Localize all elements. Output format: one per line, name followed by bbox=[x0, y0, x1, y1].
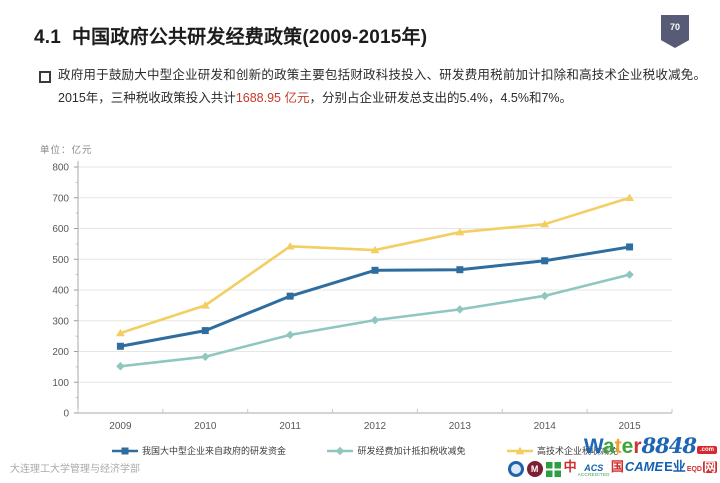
y-tick-label: 400 bbox=[52, 286, 69, 297]
data-point bbox=[370, 245, 380, 254]
watermark-overlay-part: EQD bbox=[686, 466, 702, 474]
data-point bbox=[625, 193, 635, 201]
data-point bbox=[541, 257, 549, 265]
y-tick-label: 100 bbox=[52, 378, 69, 389]
watermark-overlay-part: ACS ACCREDITED bbox=[578, 464, 610, 478]
y-tick-label: 300 bbox=[52, 316, 69, 327]
x-tick-label: 2013 bbox=[449, 421, 472, 432]
y-tick-label: 700 bbox=[52, 193, 69, 204]
page-number-badge: 70 bbox=[661, 15, 689, 48]
x-tick-label: 2012 bbox=[364, 421, 387, 432]
data-point bbox=[201, 352, 210, 361]
watermark-brand-letter: W bbox=[583, 435, 603, 458]
data-point bbox=[200, 301, 210, 309]
watermark-brand-letter: t bbox=[614, 435, 622, 458]
series-line-0 bbox=[118, 245, 632, 348]
green-grid-icon bbox=[545, 461, 561, 477]
legend-marker-icon bbox=[506, 446, 533, 454]
x-tick-label: 2010 bbox=[194, 421, 217, 432]
watermark-com-badge: .com bbox=[696, 446, 717, 454]
x-tick-label: 2009 bbox=[109, 421, 132, 432]
page-title: 4.1 中国政府公共研发经费政策(2009-2015年) bbox=[34, 27, 428, 48]
footer-affiliation: 大连理工大学管理与经济学部 bbox=[10, 464, 140, 475]
data-point bbox=[456, 266, 464, 274]
data-point bbox=[370, 315, 380, 325]
data-point bbox=[455, 227, 465, 236]
m-circle-letter: M bbox=[530, 463, 539, 474]
data-point bbox=[285, 242, 295, 250]
data-point bbox=[626, 243, 634, 251]
watermark-overlay-text: 中 ACS ACCREDITED 国 CAME E业 EQD 网 bbox=[564, 460, 717, 478]
bullet-highlight: 1688.95 亿元 bbox=[235, 91, 310, 105]
m-circle-icon: M bbox=[526, 461, 543, 477]
legend-item: 高技术企业税收减免 bbox=[506, 444, 618, 457]
page-number: 70 bbox=[669, 22, 680, 32]
legend-item: 我国大中型企业来自政府的研发资金 bbox=[112, 444, 286, 457]
y-tick-label: 500 bbox=[52, 255, 69, 266]
watermark-overlay-part: CAME bbox=[624, 459, 664, 475]
data-point bbox=[201, 327, 209, 335]
data-point bbox=[285, 330, 295, 340]
watermark-brand-number: 8848 bbox=[641, 433, 697, 458]
bullet-text-post: ，分别占企业研发总支出的5.4%，4.5%和7%。 bbox=[309, 91, 573, 105]
x-tick-label: 2015 bbox=[618, 421, 641, 432]
legend-item: 研发经费加计抵扣税收减免 bbox=[327, 444, 466, 457]
legend-marker-icon bbox=[327, 446, 354, 455]
data-point bbox=[540, 219, 550, 228]
bullet-text-pre: 政府用于鼓励大中型企业研发和创新的政策主要包括财政科技投入、研发费用税前加计扣除… bbox=[58, 68, 706, 105]
watermark: Water 8848 .com M 中 ACS ACCREDITED 国 CAME E业 EQD… bbox=[507, 435, 717, 479]
data-point bbox=[336, 446, 345, 455]
data-point bbox=[116, 362, 125, 371]
x-tick-label: 2011 bbox=[279, 421, 301, 432]
watermark-brand-letter: r bbox=[633, 435, 642, 458]
data-point bbox=[371, 266, 379, 274]
watermark-brand: Water 8848 .com bbox=[508, 435, 717, 457]
bullet-paragraph: 政府用于鼓励大中型企业研发和创新的政策主要包括财政科技投入、研发费用税前加计扣除… bbox=[58, 64, 706, 110]
watermark-overlay-part: 国 bbox=[610, 459, 624, 475]
data-point bbox=[455, 305, 465, 314]
watermark-accredited-text: ACCREDITED bbox=[577, 472, 610, 478]
data-point bbox=[121, 447, 129, 454]
legend-label: 高技术企业税收减免 bbox=[536, 446, 618, 456]
watermark-brand-letters: Water bbox=[584, 436, 642, 457]
watermark-overlay-part: 中 bbox=[563, 459, 577, 475]
line-chart: 0 100 200 300 400 500 600 700 800 2009 2010 2011 201… bbox=[52, 161, 673, 432]
data-point bbox=[515, 446, 525, 454]
chart-legend: 我国大中型企业来自政府的研发资金 研发经费加计抵扣税收减免 高技术企业税收减免 bbox=[112, 444, 618, 457]
bullet-square-icon bbox=[39, 71, 51, 83]
watermark-brand-letter: e bbox=[621, 435, 634, 458]
y-tick-label: 800 bbox=[52, 163, 69, 174]
data-point bbox=[625, 270, 634, 279]
series-line-2 bbox=[119, 196, 631, 335]
legend-label: 我国大中型企业来自政府的研发资金 bbox=[142, 446, 287, 456]
watermark-overlay-part: 网 bbox=[702, 460, 717, 475]
y-tick-label: 0 bbox=[63, 409, 69, 420]
y-tick-label: 200 bbox=[52, 347, 69, 358]
data-point bbox=[540, 291, 549, 301]
chart-unit-label: 单位：亿元 bbox=[40, 145, 93, 156]
x-tick-label: 2014 bbox=[534, 421, 557, 432]
watermark-brand-letter: a bbox=[602, 435, 615, 458]
legend-marker-icon bbox=[112, 447, 138, 454]
legend-label: 研发经费加计抵扣税收减免 bbox=[357, 446, 466, 456]
data-point bbox=[286, 292, 294, 300]
watermark-overlay-part: E业 bbox=[664, 459, 686, 475]
globe-ring-icon bbox=[507, 461, 524, 477]
watermark-acs-text: ACS bbox=[584, 463, 604, 474]
y-tick-label: 600 bbox=[52, 224, 69, 235]
data-point bbox=[116, 342, 124, 350]
watermark-logos: M 中 ACS ACCREDITED 国 CAME E业 EQD 网 bbox=[507, 459, 717, 479]
data-point bbox=[115, 328, 125, 337]
